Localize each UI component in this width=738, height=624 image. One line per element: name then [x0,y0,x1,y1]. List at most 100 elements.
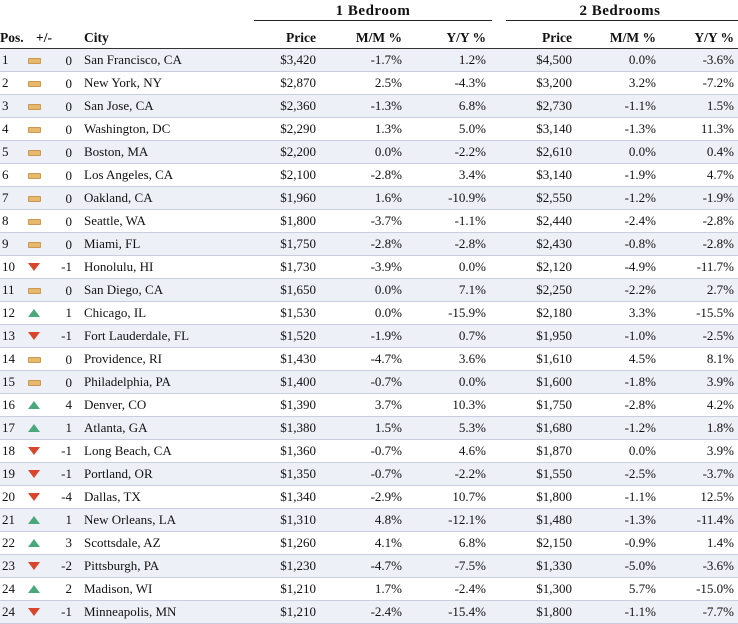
table-row[interactable]: 1 0 San Francisco, CA $3,420 -1.7% 1.2% $4,500… [0,48,738,72]
cell-pos: 14 [2,351,15,366]
table-row[interactable]: 7 0 Oakland, CA $1,960 1.6% -10.9% $2,550 -1.2%… [0,186,738,210]
table-row[interactable]: 3 0 San Jose, CA $2,360 -1.3% 6.8% $2,730 -1.1%… [0,94,738,118]
dash-icon [28,149,41,156]
cell-mm-1br: -4.7% [370,351,402,366]
cell-city: Minneapolis, MN [84,604,177,619]
table-row[interactable]: 21 1 New Orleans, LA $1,310 4.8% -12.1% $1,480… [0,508,738,532]
cell-price-1br: $1,390 [280,397,316,412]
header-yy-1br[interactable]: Y/Y % [406,27,490,49]
cell-price-1br: $2,870 [280,75,316,90]
header-pos[interactable]: Pos. [0,27,28,49]
cell-pos: 21 [2,512,15,527]
table-row[interactable]: 24 2 Madison, WI $1,210 1.7% -2.4% $1,300 5.7% -… [0,577,738,601]
table-row[interactable]: 19 -1 Portland, OR $1,350 -0.7% -2.2% $1,550 -2… [0,462,738,486]
table-row[interactable]: 16 4 Denver, CO $1,390 3.7% 10.3% $1,750 -2.8% 4… [0,393,738,417]
cell-yy-1br: 5.3% [458,420,486,435]
cell-change-value: 1 [65,512,73,527]
dash-icon [28,379,41,386]
cell-pos: 7 [2,190,9,205]
cell-price-2br: $1,950 [536,328,572,343]
table-row[interactable]: 10 -1 Honolulu, HI $1,730 -3.9% 0.0% $2,120 -4.… [0,255,738,279]
cell-pos: 10 [2,259,15,274]
header-mm-2br[interactable]: M/M % [572,27,660,49]
table-row[interactable]: 2 0 New York, NY $2,870 2.5% -4.3% $3,200 3.2% -… [0,71,738,95]
cell-mm-1br: -1.9% [370,328,402,343]
table-row[interactable]: 18 -1 Long Beach, CA $1,360 -0.7% 4.6% $1,870 0… [0,439,738,463]
cell-yy-2br: 12.5% [700,489,734,504]
cell-change: -1 [28,440,78,463]
table-row[interactable]: 22 3 Scottsdale, AZ $1,260 4.1% 6.8% $2,150 -0.… [0,531,738,555]
table-row[interactable]: 9 0 Miami, FL $1,750 -2.8% -2.8% $2,430 -0.8% -2… [0,232,738,256]
dash-icon [28,218,41,225]
table-row[interactable]: 20 -4 Dallas, TX $1,340 -2.9% 10.7% $1,800 -1.1… [0,485,738,509]
cell-city: Long Beach, CA [84,443,172,458]
cell-change: 4 [28,394,78,417]
cell-change: 0 [28,141,78,164]
cell-yy-2br: -11.7% [696,259,734,274]
cell-city: Dallas, TX [84,489,141,504]
cell-city: Los Angeles, CA [84,167,174,182]
table-row[interactable]: 15 0 Philadelphia, PA $1,400 -0.7% 0.0% $1,600… [0,370,738,394]
header-price-1br[interactable]: Price [254,27,316,49]
cell-price-1br: $3,420 [280,52,316,67]
table-row[interactable]: 13 -1 Fort Lauderdale, FL $1,520 -1.9% 0.7% $1… [0,324,738,348]
triangle-down-icon [28,470,40,478]
cell-price-2br: $2,730 [536,98,572,113]
table-row[interactable]: 5 0 Boston, MA $2,200 0.0% -2.2% $2,610 0.0% 0.4… [0,140,738,164]
cell-change: 1 [28,417,78,440]
cell-mm-1br: 0.0% [374,144,402,159]
cell-yy-2br: -2.8% [702,236,734,251]
cell-yy-2br: 0.4% [706,144,734,159]
cell-change-value: -2 [61,558,72,573]
dash-icon [28,126,41,133]
table-row[interactable]: 6 0 Los Angeles, CA $2,100 -2.8% 3.4% $3,140 -1… [0,163,738,187]
cell-mm-1br: -2.8% [370,236,402,251]
table-row[interactable]: 12 1 Chicago, IL $1,530 0.0% -15.9% $2,180 3.3%… [0,301,738,325]
table-row[interactable]: 24 -1 Minneapolis, MN $1,210 -2.4% -15.4% $1,8… [0,600,738,624]
cell-price-2br: $1,870 [536,443,572,458]
cell-yy-1br: -2.8% [454,236,486,251]
table-row[interactable]: 14 0 Providence, RI $1,430 -4.7% 3.6% $1,610 4.… [0,347,738,371]
cell-city: Pittsburgh, PA [84,558,160,573]
cell-change-value: 2 [65,581,73,596]
cell-city: Seattle, WA [84,213,146,228]
cell-pos: 20 [2,489,15,504]
cell-change: -4 [28,486,78,509]
cell-yy-2br: 1.8% [706,420,734,435]
triangle-down-icon [28,608,40,616]
cell-change-value: 0 [65,121,73,137]
cell-mm-2br: -1.1% [624,98,656,113]
cell-mm-1br: -1.7% [370,52,402,67]
cell-price-1br: $1,960 [280,190,316,205]
cell-price-1br: $1,210 [280,581,316,596]
cell-yy-1br: 0.0% [458,259,486,274]
cell-mm-2br: 3.2% [628,75,656,90]
header-city[interactable]: City [78,27,254,49]
cell-price-2br: $3,140 [536,121,572,136]
cell-change: 0 [28,210,78,233]
cell-pos: 5 [2,144,9,159]
table-row[interactable]: 11 0 San Diego, CA $1,650 0.0% 7.1% $2,250 -2.2… [0,278,738,302]
triangle-down-icon [28,332,40,340]
cell-mm-1br: -2.4% [370,604,402,619]
header-yy-2br[interactable]: Y/Y % [660,27,738,49]
cell-mm-1br: 1.3% [374,121,402,136]
header-change[interactable]: +/- [28,27,78,49]
header-mm-1br[interactable]: M/M % [316,27,406,49]
cell-price-2br: $2,250 [536,282,572,297]
table-row[interactable]: 17 1 Atlanta, GA $1,380 1.5% 5.3% $1,680 -1.2% 1… [0,416,738,440]
cell-pos: 18 [2,443,15,458]
table-row[interactable]: 8 0 Seattle, WA $1,800 -3.7% -1.1% $2,440 -2.4%… [0,209,738,233]
table-row[interactable]: 4 0 Washington, DC $2,290 1.3% 5.0% $3,140 -1.3… [0,117,738,141]
cell-yy-2br: -11.4% [696,512,734,527]
table-row[interactable]: 23 -2 Pittsburgh, PA $1,230 -4.7% -7.5% $1,330… [0,554,738,578]
cell-yy-2br: -7.7% [702,604,734,619]
header-price-2br[interactable]: Price [490,27,572,49]
cell-change-value: 0 [65,236,73,252]
cell-price-2br: $1,550 [536,466,572,481]
dash-icon [28,103,41,110]
cell-change: -1 [28,325,78,348]
cell-yy-2br: 1.4% [706,535,734,550]
cell-mm-2br: -1.0% [624,328,656,343]
cell-change-value: 0 [65,98,73,114]
